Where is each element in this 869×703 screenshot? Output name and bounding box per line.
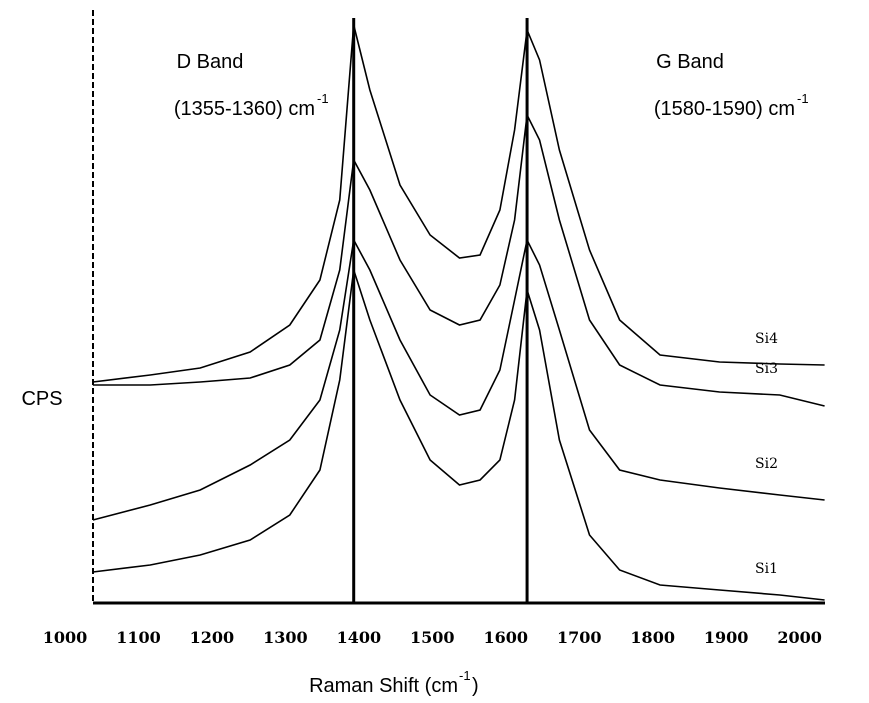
x-tick-label: 1200 xyxy=(190,628,235,647)
series-label: Si4 xyxy=(755,331,778,347)
annotation: G Band xyxy=(656,51,724,73)
x-tick-label: 1300 xyxy=(263,628,308,647)
series-line xyxy=(92,24,825,383)
x-tick-label: 1400 xyxy=(337,628,382,647)
x-tick-label: 1600 xyxy=(484,628,529,647)
annotation: (1355-1360) cm xyxy=(174,98,315,120)
x-tick-label: 1700 xyxy=(557,628,602,647)
x-tick-label: 2000 xyxy=(777,628,822,647)
x-tick-label: 1900 xyxy=(704,628,749,647)
y-axis-label: CPS xyxy=(21,388,62,410)
series-label: Si3 xyxy=(755,361,778,377)
annotation-sup: -1 xyxy=(797,91,809,106)
annotation: (1580-1590) cm xyxy=(654,98,795,120)
series-line xyxy=(92,269,825,601)
series-label: Si1 xyxy=(755,561,778,577)
annotation-sup: -1 xyxy=(317,91,329,106)
series-line xyxy=(92,237,825,521)
x-tick-label: 1000 xyxy=(43,628,88,647)
x-axis-label-sup: -1 xyxy=(459,668,471,683)
x-axis-label-end: ) xyxy=(472,675,479,697)
x-tick-label: 1800 xyxy=(630,628,675,647)
annotation: D Band xyxy=(177,51,244,73)
x-tick-label: 1500 xyxy=(410,628,455,647)
x-axis-label: Raman Shift (cm xyxy=(309,675,458,697)
x-tick-label: 1100 xyxy=(116,628,161,647)
series-label: Si2 xyxy=(755,456,778,472)
series-line xyxy=(92,112,825,407)
